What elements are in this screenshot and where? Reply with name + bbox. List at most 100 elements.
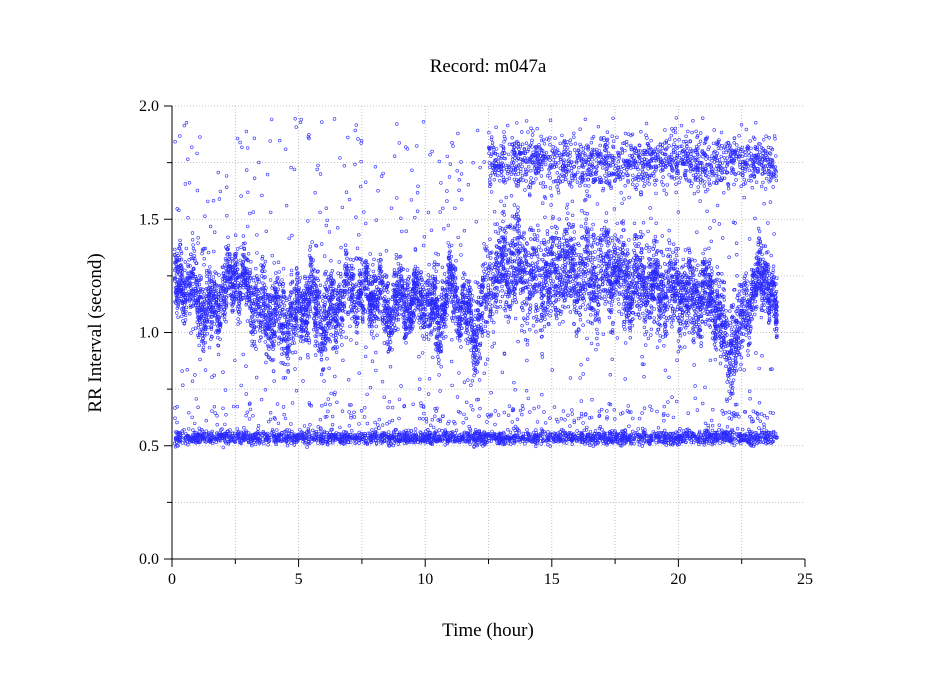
data-point	[660, 287, 664, 292]
data-point	[198, 357, 202, 362]
data-point	[513, 316, 518, 321]
data-point	[673, 257, 677, 262]
data-point	[528, 282, 532, 287]
data-point	[203, 368, 208, 372]
data-point	[769, 253, 773, 258]
data-point	[583, 267, 587, 271]
data-point	[672, 283, 676, 287]
data-point	[264, 352, 268, 356]
data-point	[282, 303, 287, 308]
data-point	[661, 288, 665, 293]
data-point	[433, 260, 437, 264]
data-point	[605, 244, 610, 248]
data-point	[564, 274, 568, 278]
data-point	[678, 334, 683, 338]
data-point	[218, 337, 222, 341]
data-point	[448, 261, 452, 266]
data-point	[351, 258, 356, 262]
data-point	[188, 312, 192, 316]
data-point	[574, 309, 579, 313]
data-point	[589, 234, 593, 239]
data-point	[634, 244, 638, 248]
data-point	[628, 328, 632, 333]
data-point	[664, 271, 669, 275]
data-point	[714, 281, 718, 286]
data-point	[248, 318, 253, 322]
data-point	[263, 259, 268, 264]
data-point	[727, 365, 731, 369]
data-point	[574, 334, 579, 338]
data-point	[253, 330, 258, 334]
data-point	[532, 237, 536, 242]
data-point	[715, 265, 719, 269]
data-point	[195, 320, 199, 324]
data-point	[581, 323, 585, 327]
data-point	[390, 297, 394, 301]
data-point	[290, 341, 295, 345]
data-point	[625, 248, 630, 252]
data-point	[772, 313, 777, 317]
data-point	[712, 330, 717, 334]
data-point	[328, 339, 332, 344]
data-point	[583, 226, 587, 230]
data-point	[633, 281, 637, 285]
data-point	[687, 311, 691, 316]
data-point	[512, 203, 517, 207]
data-point	[454, 259, 458, 263]
data-point	[297, 279, 302, 284]
data-point	[263, 340, 267, 344]
data-point	[503, 226, 508, 231]
data-point	[507, 294, 512, 298]
data-point	[329, 259, 333, 263]
data-point	[451, 297, 455, 302]
data-point	[583, 221, 588, 226]
data-point	[248, 304, 252, 308]
data-point	[659, 250, 664, 254]
data-point	[480, 334, 485, 338]
data-point	[694, 278, 698, 283]
data-point	[565, 202, 570, 207]
data-point	[477, 352, 481, 356]
data-point	[512, 227, 516, 232]
data-point	[483, 267, 488, 271]
data-point	[775, 313, 779, 317]
data-point	[382, 311, 386, 316]
data-point	[653, 235, 658, 239]
data-point	[401, 304, 405, 309]
data-point	[223, 284, 227, 288]
data-point	[202, 305, 207, 309]
data-point	[271, 347, 275, 351]
data-point	[579, 253, 584, 257]
data-point	[428, 276, 433, 280]
data-point	[327, 292, 331, 297]
data-point	[621, 289, 626, 294]
data-point	[725, 380, 729, 384]
data-point	[508, 307, 512, 312]
data-point	[610, 236, 614, 240]
data-point	[528, 296, 532, 300]
data-point	[401, 325, 406, 329]
data-point	[206, 325, 211, 330]
data-point	[476, 308, 480, 312]
data-point	[630, 323, 635, 328]
data-point	[608, 330, 613, 334]
data-point	[671, 242, 676, 246]
data-point	[205, 274, 209, 279]
data-point	[623, 327, 627, 332]
data-point	[774, 317, 778, 321]
data-point	[486, 334, 490, 338]
data-point	[546, 240, 551, 244]
data-point	[319, 372, 324, 377]
data-point	[722, 298, 727, 302]
data-point	[191, 246, 196, 251]
data-point	[440, 265, 445, 269]
data-point	[329, 271, 333, 276]
data-point	[536, 223, 540, 228]
data-point	[318, 306, 323, 310]
data-point	[532, 233, 537, 237]
data-point	[554, 307, 558, 312]
data-point	[318, 283, 323, 287]
data-point	[667, 241, 672, 245]
data-point	[348, 257, 353, 262]
data-point	[732, 372, 736, 376]
